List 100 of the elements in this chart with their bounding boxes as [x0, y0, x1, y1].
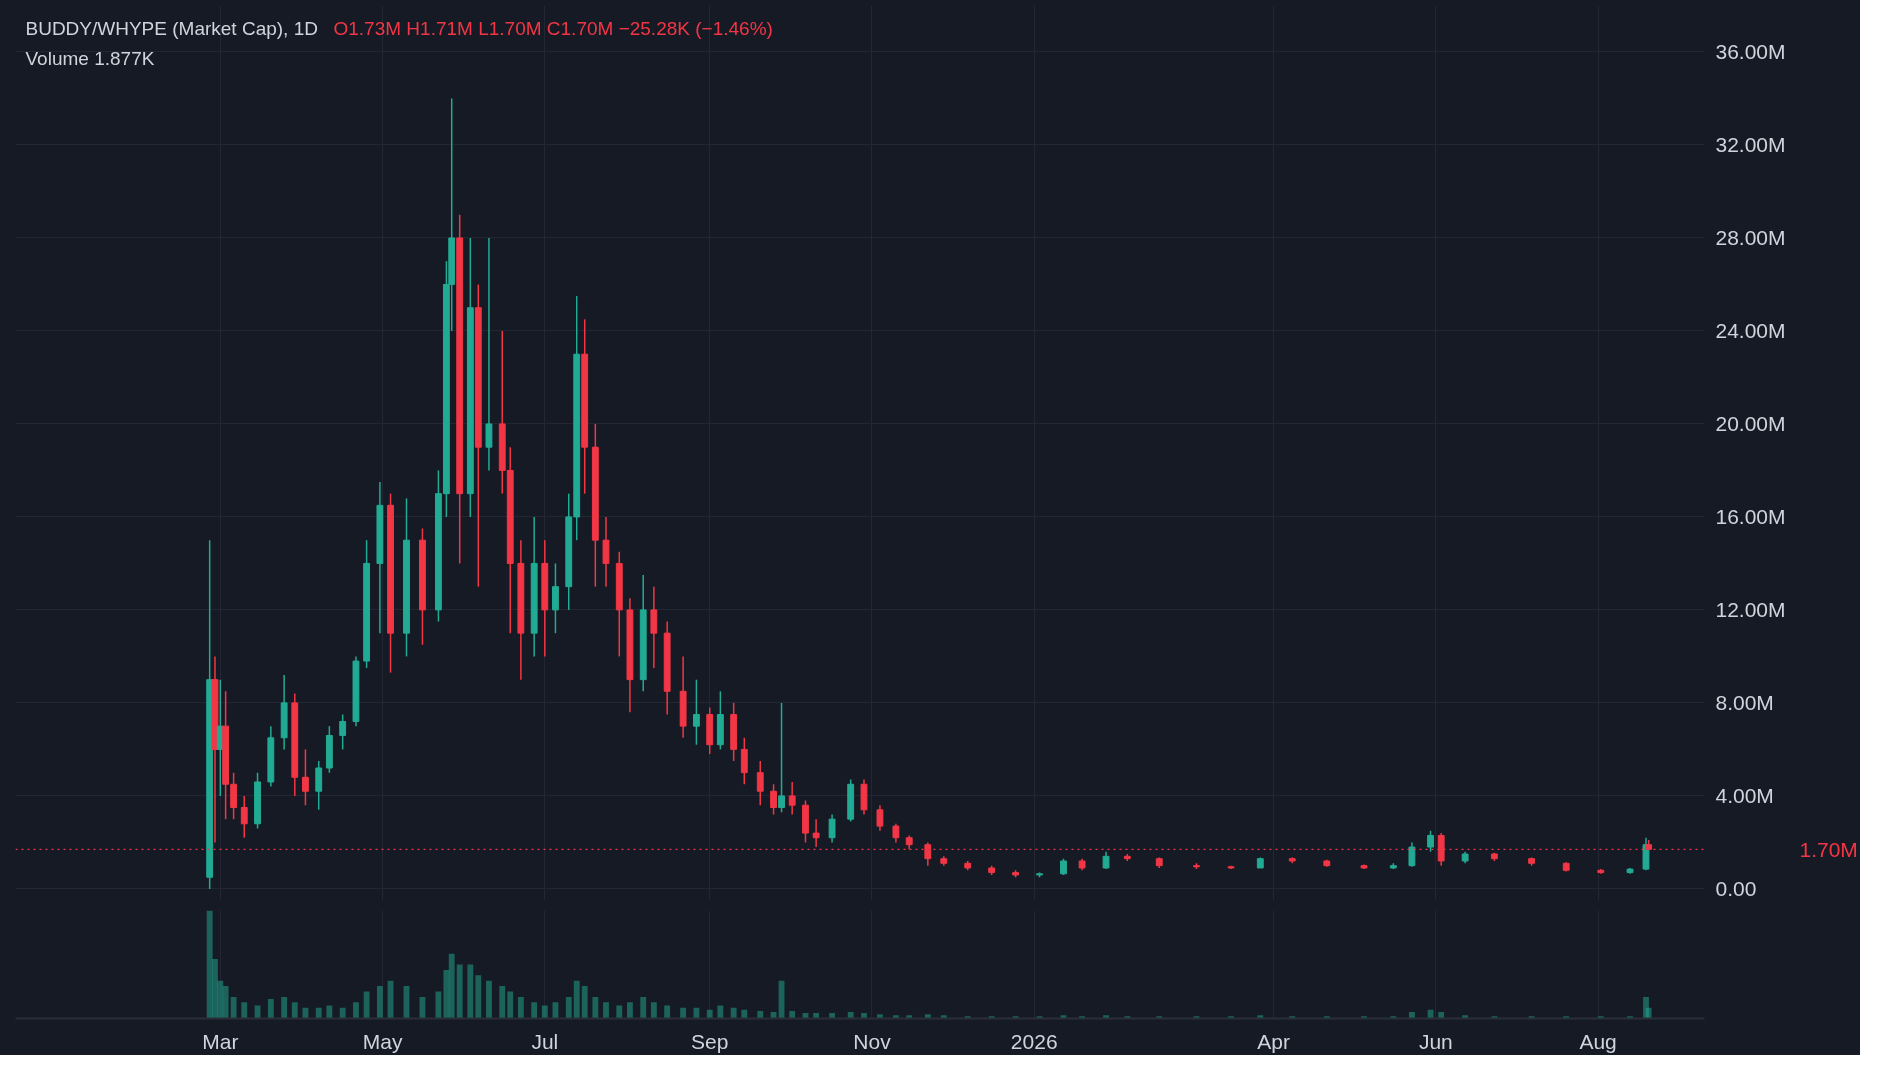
y-tick-label: 12.00M: [1715, 598, 1786, 622]
bar: [1124, 1016, 1131, 1019]
bar: [1491, 1016, 1498, 1019]
x-tick-label: Sep: [691, 1029, 729, 1053]
bar: [376, 986, 383, 1019]
y-tick-label: 8.00M: [1715, 691, 1774, 715]
bar: [847, 1012, 854, 1019]
candlestick: [315, 760, 323, 811]
bar: [1438, 1012, 1445, 1019]
y-tick-label: 4.00M: [1715, 784, 1774, 808]
bar: [964, 1016, 971, 1019]
candlestick: [1427, 830, 1434, 853]
bar: [592, 996, 599, 1019]
bar: [435, 991, 442, 1019]
y-tick-label: 24.00M: [1715, 319, 1786, 343]
bar: [217, 980, 224, 1019]
bar: [706, 1009, 713, 1019]
bar: [603, 1002, 609, 1019]
bar: [1228, 1016, 1234, 1019]
candlestick: [1408, 841, 1416, 868]
bar: [573, 980, 580, 1019]
bar: [1645, 1007, 1652, 1019]
y-tick-label: 32.00M: [1715, 133, 1786, 157]
y-tick-label: 16.00M: [1715, 505, 1786, 529]
bar: [1257, 1015, 1264, 1019]
bar: [565, 996, 572, 1019]
bar: [924, 1014, 931, 1019]
bar: [531, 1002, 538, 1019]
x-tick-label: Aug: [1579, 1029, 1617, 1053]
bar: [353, 1002, 359, 1019]
bar: [443, 969, 450, 1019]
bar: [1528, 1016, 1535, 1019]
bar: [616, 1005, 623, 1019]
bar: [741, 1009, 748, 1019]
annotation: O1.73M H1.71M L1.70M C1.70M −25.28K (−1.46%): [333, 17, 773, 39]
bar: [486, 980, 492, 1019]
bar: [892, 1015, 899, 1019]
bar: [291, 1002, 298, 1019]
bar: [813, 1013, 820, 1019]
candlestick: [778, 702, 785, 813]
bar: [302, 1007, 309, 1019]
bar: [339, 1007, 346, 1019]
candlestick: [240, 795, 248, 839]
bar: [1597, 1016, 1604, 1019]
candlestick: [302, 748, 309, 806]
y-tick-label: 20.00M: [1715, 412, 1786, 436]
bar: [640, 996, 647, 1019]
bar: [467, 964, 474, 1019]
candlestick: [552, 562, 559, 634]
bar: [988, 1016, 995, 1019]
bar: [222, 986, 229, 1019]
bar: [1323, 1016, 1330, 1019]
bar: [326, 1005, 333, 1019]
candlestick: [650, 585, 658, 669]
bar: [581, 986, 588, 1019]
bar: [1079, 1016, 1086, 1019]
bar: [940, 1015, 947, 1019]
y-tick-label: 0.00: [1715, 877, 1757, 901]
candlestick: [892, 823, 900, 844]
bar: [517, 996, 524, 1019]
candlestick: [770, 783, 777, 816]
bar: [315, 1007, 322, 1019]
candlestick: [692, 678, 700, 746]
x-tick-label: 2026: [1010, 1029, 1058, 1053]
candlestick: [812, 818, 820, 848]
bar: [1390, 1016, 1397, 1019]
bar: [541, 1005, 548, 1019]
x-tick-label: Nov: [853, 1029, 892, 1053]
bar: [267, 999, 274, 1019]
bar: [1361, 1016, 1367, 1019]
bar: [627, 1002, 633, 1019]
x-tick-label: May: [362, 1029, 403, 1053]
bar: [757, 1010, 764, 1019]
candlestick: [339, 713, 347, 751]
bar: [1103, 1015, 1109, 1019]
bar: [877, 1014, 883, 1019]
ref-line-label: 1.70M: [1799, 837, 1858, 861]
bar: [206, 910, 213, 1019]
bar: [507, 991, 514, 1019]
bar: [363, 991, 370, 1019]
x-tick-label: Jul: [531, 1029, 559, 1053]
candlestick: [485, 237, 493, 472]
bar: [1462, 1015, 1469, 1019]
candlestick: [876, 804, 884, 832]
bar: [230, 996, 237, 1019]
bar: [730, 1007, 737, 1019]
bar: [680, 1007, 687, 1019]
bar: [281, 996, 288, 1019]
y-tick-label: 28.00M: [1715, 226, 1786, 250]
bar: [906, 1015, 913, 1019]
bar: [448, 953, 455, 1019]
y-tick-label: 36.00M: [1715, 40, 1786, 64]
candlestick: [602, 516, 610, 588]
bar: [456, 964, 463, 1019]
bar: [650, 1002, 657, 1019]
bar: [212, 959, 218, 1019]
x-tick-label: Jun: [1418, 1029, 1453, 1053]
text: BUDDY/WHYPE (Market Cap), 1D: [25, 17, 318, 39]
candlestick: [756, 760, 764, 806]
bar: [475, 975, 482, 1019]
